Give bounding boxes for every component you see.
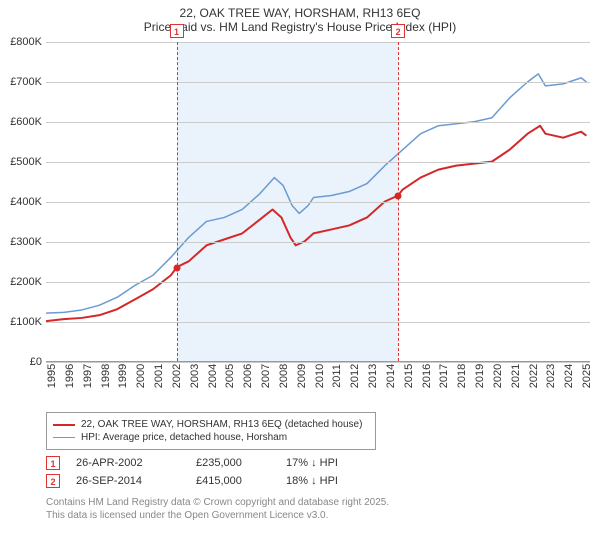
title-line-2: Price paid vs. HM Land Registry's House … [0,20,600,34]
legend-label-hpi: HPI: Average price, detached house, Hors… [81,432,287,443]
sale-delta-1: 17% ↓ HPI [286,457,338,469]
y-tick-label: £500K [10,156,42,168]
sale-row-2: 2 26-SEP-2014 £415,000 18% ↓ HPI [46,474,600,488]
x-tick-label: 2013 [367,364,379,388]
x-tick-label: 2011 [331,364,343,388]
x-tick-label: 2014 [385,364,397,388]
legend-item-price-paid: 22, OAK TREE WAY, HORSHAM, RH13 6EQ (det… [53,419,369,430]
sale-row-1: 1 26-APR-2002 £235,000 17% ↓ HPI [46,456,600,470]
x-tick-label: 2025 [581,364,593,388]
legend: 22, OAK TREE WAY, HORSHAM, RH13 6EQ (det… [46,412,376,450]
sale-date-1: 26-APR-2002 [76,457,196,469]
x-tick-label: 2012 [349,364,361,388]
series-price_paid [46,126,586,321]
x-tick-label: 2002 [171,364,183,388]
sale-vline [398,42,399,361]
sale-date-2: 26-SEP-2014 [76,475,196,487]
series-hpi [46,74,586,313]
x-tick-label: 2016 [421,364,433,388]
gridline [46,242,590,243]
x-tick-label: 2007 [260,364,272,388]
legend-label-price-paid: 22, OAK TREE WAY, HORSHAM, RH13 6EQ (det… [81,419,362,430]
y-tick-label: £400K [10,196,42,208]
gridline [46,322,590,323]
x-tick-label: 2021 [510,364,522,388]
gridline [46,122,590,123]
y-tick-label: £200K [10,276,42,288]
plot-area: 12 [46,42,590,362]
y-tick-label: £800K [10,36,42,48]
x-tick-label: 2020 [492,364,504,388]
sale-marker-1: 1 [46,456,60,470]
sale-marker-box: 1 [170,24,184,38]
x-tick-label: 1996 [64,364,76,388]
gridline [46,282,590,283]
x-tick-label: 1997 [82,364,94,388]
chart-title: 22, OAK TREE WAY, HORSHAM, RH13 6EQ Pric… [0,0,600,36]
footer-line-2: This data is licensed under the Open Gov… [46,509,600,522]
y-tick-label: £700K [10,76,42,88]
y-tick-label: £600K [10,116,42,128]
sale-price-1: £235,000 [196,457,286,469]
x-tick-label: 2023 [545,364,557,388]
x-tick-label: 2010 [314,364,326,388]
legend-swatch-price-paid [53,424,75,426]
x-tick-label: 2017 [438,364,450,388]
footer: Contains HM Land Registry data © Crown c… [46,496,600,522]
x-tick-label: 1999 [117,364,129,388]
sale-marker-box: 2 [391,24,405,38]
x-axis: 1995 1996 1997 1998 1999 2000 2001 2002 2003 2004… [46,362,590,392]
gridline [46,82,590,83]
sale-delta-2: 18% ↓ HPI [286,475,338,487]
x-tick-label: 2005 [224,364,236,388]
gridline [46,202,590,203]
x-tick-label: 2015 [403,364,415,388]
gridline [46,42,590,43]
x-tick-label: 2004 [207,364,219,388]
x-tick-label: 2006 [242,364,254,388]
footer-line-1: Contains HM Land Registry data © Crown c… [46,496,600,509]
x-tick-label: 2008 [278,364,290,388]
y-tick-label: £0 [30,356,42,368]
y-tick-label: £100K [10,316,42,328]
sale-marker-2: 2 [46,474,60,488]
sale-vline [177,42,178,361]
x-tick-label: 1995 [46,364,58,388]
gridline [46,162,590,163]
sales-table: 1 26-APR-2002 £235,000 17% ↓ HPI 2 26-SE… [46,456,600,488]
x-tick-label: 2024 [563,364,575,388]
legend-item-hpi: HPI: Average price, detached house, Hors… [53,432,369,443]
x-tick-label: 2003 [189,364,201,388]
x-tick-label: 2000 [135,364,147,388]
x-tick-label: 2022 [528,364,540,388]
sale-point [173,265,180,272]
x-tick-label: 2009 [296,364,308,388]
y-axis: £0£100K£200K£300K£400K£500K£600K£700K£80… [6,42,46,362]
legend-swatch-hpi [53,437,75,438]
chart: £0£100K£200K£300K£400K£500K£600K£700K£80… [6,42,596,392]
title-line-1: 22, OAK TREE WAY, HORSHAM, RH13 6EQ [0,6,600,20]
x-tick-label: 2019 [474,364,486,388]
y-tick-label: £300K [10,236,42,248]
sale-point [395,193,402,200]
sale-price-2: £415,000 [196,475,286,487]
x-tick-label: 1998 [100,364,112,388]
x-tick-label: 2018 [456,364,468,388]
x-tick-label: 2001 [153,364,165,388]
